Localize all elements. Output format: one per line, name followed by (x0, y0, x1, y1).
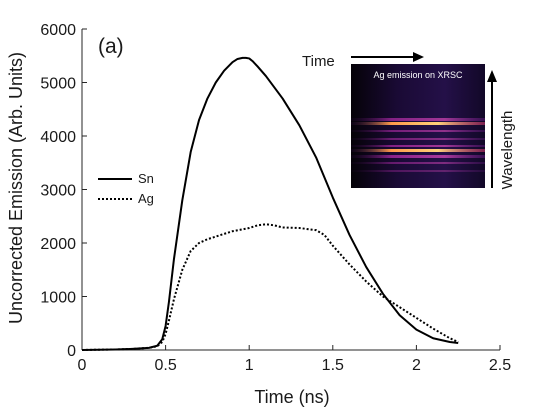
inset-caption: Ag emission on XRSC (373, 70, 463, 80)
inset-band (351, 155, 485, 158)
series-line-sn (81, 56, 459, 351)
x-tick-label: 2.5 (489, 357, 511, 374)
x-tick-label: 2 (412, 357, 421, 374)
y-tick-label: 6000 (40, 22, 76, 39)
y-tick-label: 0 (67, 343, 76, 360)
legend-label-sn: Sn (138, 171, 154, 186)
y-tick-label: 5000 (40, 76, 76, 93)
inset-wavelength-arrow (487, 70, 497, 188)
y-tick-label: 1000 (40, 290, 76, 307)
y-axis-label: Uncorrected Emission (Arb. Units) (6, 52, 26, 324)
x-tick-label: 1.5 (322, 357, 344, 374)
inset-image: Ag emission on XRSC (351, 64, 485, 188)
x-tick-label: 0 (78, 357, 87, 374)
y-tick-label: 3000 (40, 183, 76, 200)
inset-time-label: Time (302, 53, 335, 70)
series-layer (81, 56, 459, 351)
series-line-ag (81, 223, 459, 351)
x-tick-label: 1 (245, 357, 254, 374)
x-tick-label: 0.5 (154, 357, 176, 374)
inset-band (351, 130, 485, 132)
inset-band (351, 118, 485, 121)
x-axis-label: Time (ns) (254, 387, 329, 407)
panel-label: (a) (98, 35, 124, 58)
y-tick-label: 4000 (40, 129, 76, 146)
inset-band (351, 122, 485, 125)
axes: 0 0.5 1 1.5 2 2.5 0 1000 2000 3000 4000 5000 6000 (40, 22, 511, 374)
inset-band (351, 170, 485, 172)
inset-band (351, 149, 485, 152)
inset-band (351, 138, 485, 140)
legend-label-ag: Ag (138, 191, 154, 206)
inset-band (351, 162, 485, 164)
inset-time-arrow (351, 52, 424, 62)
y-tick-label: 2000 (40, 236, 76, 253)
inset-wavelength-label: Wavelength (499, 111, 516, 190)
inset-band (351, 145, 485, 147)
legend: Sn Ag (98, 171, 154, 206)
